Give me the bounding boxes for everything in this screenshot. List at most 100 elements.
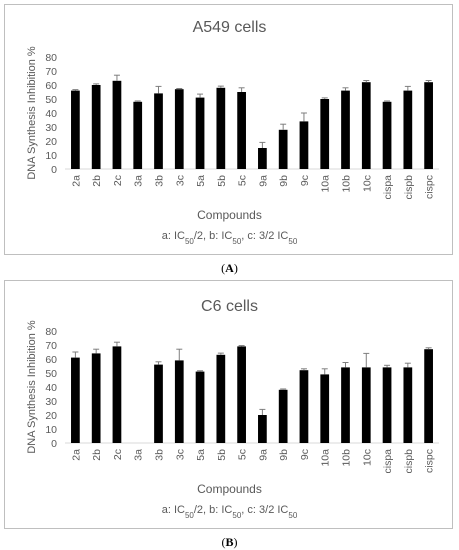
bar (424, 82, 433, 169)
chart-panel-b: C6 cells DNA Synthesis Inhibition % 0 10 20 3… (4, 280, 453, 529)
caption-a-text: A (225, 261, 234, 275)
bar (154, 364, 163, 443)
bar (216, 87, 226, 169)
y-tick-label: 40 (45, 108, 57, 120)
x-tick-label: 10c (361, 449, 373, 466)
x-tick-label: 5a (195, 449, 207, 461)
x-tick-label: 10b (341, 175, 353, 193)
bar (320, 99, 330, 169)
bar (258, 148, 267, 169)
x-tick-label: 5c (237, 449, 249, 460)
y-tick-label: 30 (45, 396, 57, 408)
caption-b-text: B (225, 535, 234, 549)
bar (382, 367, 392, 443)
y-tick-label: 80 (45, 52, 57, 64)
x-axis-label: Compounds (197, 482, 262, 496)
bar (299, 370, 309, 443)
x-tick-label: 3a (133, 449, 145, 461)
x-tick-label: 2a (70, 449, 82, 461)
x-tick-label: 10a (320, 449, 332, 467)
bar (278, 129, 288, 169)
bar (382, 101, 392, 169)
bar (71, 90, 80, 169)
x-tick-label: cispc (424, 175, 436, 199)
bar (403, 90, 413, 169)
x-tick-label: 2c (112, 175, 124, 186)
x-tick-label: 9b (278, 449, 290, 461)
y-tick-label: 50 (45, 94, 57, 106)
x-tick-label: 2b (91, 175, 103, 187)
y-tick-label: 20 (45, 410, 57, 422)
y-tick-label: 60 (45, 354, 57, 366)
y-tick-label: 10 (45, 424, 57, 436)
bar (91, 85, 101, 169)
bar (424, 349, 433, 443)
x-tick-label: cispc (424, 449, 436, 473)
bar (112, 80, 122, 169)
y-axis-label: DNA Synthesis Inhibition % (26, 46, 38, 180)
bar (216, 354, 226, 443)
x-axis-label: Compounds (197, 208, 262, 222)
x-tick-label: 3a (133, 175, 145, 187)
y-tick-label: 10 (45, 150, 57, 162)
x-tick-label: 2c (112, 449, 124, 460)
bar (91, 353, 101, 443)
y-tick-label: 30 (45, 122, 57, 134)
y-tick-label: 80 (45, 326, 57, 338)
y-tick-label: 0 (51, 438, 57, 450)
x-tick-label: 9c (299, 449, 311, 460)
x-tick-label: 5c (237, 175, 249, 186)
chart-note: a: IC50/2, b: IC50, c: 3/2 IC50 (162, 504, 298, 520)
x-tick-label: 9a (257, 175, 269, 187)
x-tick-label: cispa (382, 175, 394, 200)
bar (195, 371, 205, 443)
y-tick-label: 50 (45, 368, 57, 380)
x-tick-label: 3b (154, 449, 166, 461)
bar (133, 101, 143, 169)
bar (174, 360, 184, 443)
x-tick-label: cispa (382, 449, 394, 474)
x-tick-label: 9c (299, 175, 311, 186)
bar (361, 82, 371, 169)
x-tick-label: cispb (403, 449, 415, 474)
x-tick-label: 2a (70, 175, 82, 187)
x-tick-label: 3c (174, 175, 186, 186)
x-tick-label: 5b (216, 175, 228, 187)
x-tick-label: cispb (403, 175, 415, 200)
bar (154, 93, 163, 169)
x-tick-label: 9a (257, 449, 269, 461)
bar (71, 357, 80, 443)
bar (403, 367, 413, 443)
bar (237, 92, 246, 169)
bar (174, 89, 184, 169)
bar (320, 374, 330, 443)
y-tick-label: 20 (45, 136, 57, 148)
x-tick-label: 3b (154, 175, 166, 187)
bar (278, 389, 288, 443)
x-tick-label: 10b (341, 449, 353, 467)
y-axis-label: DNA Synthesis Inhibition % (26, 320, 38, 454)
chart-panel-a: A549 cells DNA Synthesis Inhibition % 0 10 2… (4, 4, 453, 255)
y-tick-label: 70 (45, 66, 57, 78)
x-tick-label: 10c (361, 175, 373, 192)
x-tick-label: 10a (320, 175, 332, 193)
y-tick-label: 0 (51, 164, 57, 176)
y-tick-label: 70 (45, 340, 57, 352)
bar (237, 346, 246, 443)
caption-b: (B) (221, 535, 238, 549)
bar (258, 415, 267, 443)
bar (112, 346, 122, 443)
bar (361, 367, 371, 443)
chart-note: a: IC50/2, b: IC50, c: 3/2 IC50 (162, 230, 298, 246)
bar (341, 90, 350, 169)
bar (195, 97, 205, 169)
bar (341, 367, 350, 443)
x-tick-label: 5a (195, 175, 207, 187)
x-tick-label: 3c (174, 449, 186, 460)
chart-a: A549 cells DNA Synthesis Inhibition % 0 10 2… (26, 19, 439, 246)
x-tick-label: 2b (91, 449, 103, 461)
y-tick-label: 40 (45, 382, 57, 394)
chart-title: C6 cells (201, 298, 258, 315)
y-tick-label: 60 (45, 80, 57, 92)
caption-a: (A) (221, 261, 238, 275)
